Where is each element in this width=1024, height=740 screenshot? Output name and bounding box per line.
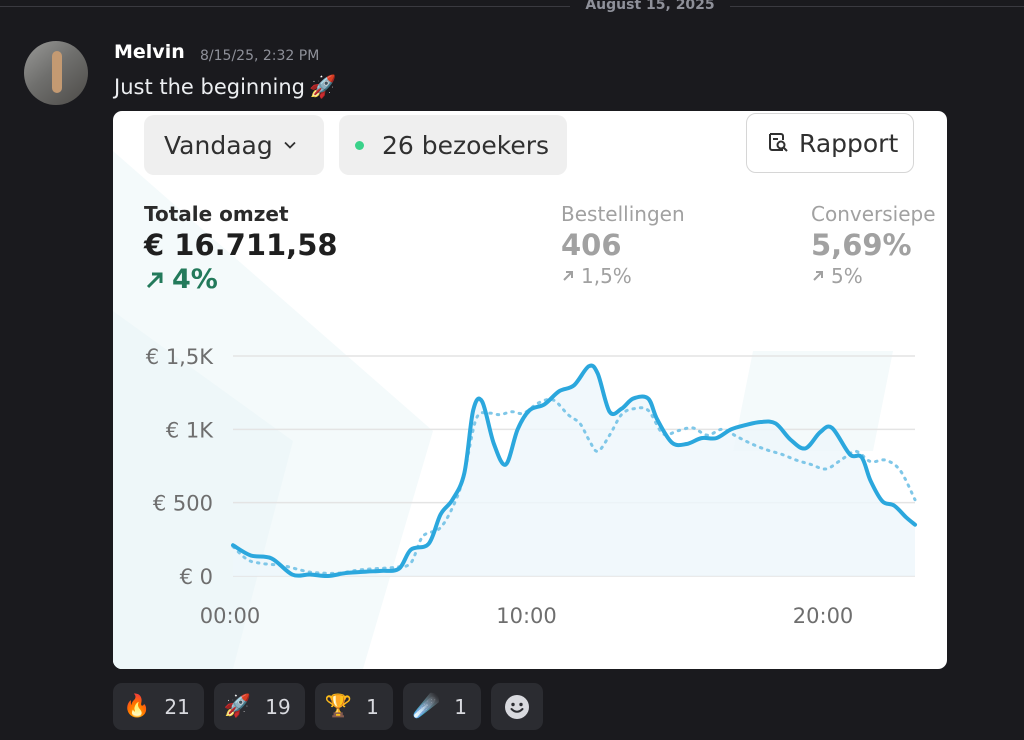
report-button-label: Rapport: [799, 128, 899, 158]
metric-change-value: 5%: [831, 264, 863, 288]
reaction-fire[interactable]: 🔥 21: [113, 683, 204, 730]
live-dot-icon: [355, 140, 364, 150]
attachment-image[interactable]: Vandaag 26 bezoekers Rapport Totale omze…: [113, 111, 947, 669]
smiley-add-reaction-icon: [505, 694, 529, 719]
rocket-icon: 🚀: [223, 694, 252, 719]
reaction-count: 21: [164, 694, 190, 719]
y-tick-label: € 1,5K: [146, 345, 214, 369]
add-reaction-button[interactable]: [491, 683, 543, 730]
series-line-today: [231, 363, 917, 579]
reaction-trophy[interactable]: 🏆 1: [314, 683, 393, 730]
metric-change-value: 1,5%: [581, 264, 632, 288]
date-range-dropdown[interactable]: Vandaag: [144, 115, 324, 175]
comet-icon: ☄️: [412, 694, 441, 719]
x-tick-label: 10:00: [496, 604, 557, 628]
revenue-chart: € 0 € 500 € 1K € 1,5K 00:00 10:00 20:00: [146, 345, 917, 628]
metric-value: 406: [561, 228, 622, 262]
metric-change: 5%: [811, 264, 936, 288]
report-search-icon: [769, 133, 788, 152]
arrow-up-right-icon: [813, 271, 823, 281]
y-tick-label: € 500: [153, 492, 213, 516]
metric-label: Conversiepe: [811, 202, 936, 226]
avatar-figure: [52, 51, 62, 93]
date-divider-line: [0, 6, 1024, 7]
visitors-badge: 26 bezoekers: [339, 115, 567, 175]
rocket-icon: 🚀: [309, 75, 337, 100]
metric-value: € 16.711,58: [144, 228, 338, 262]
arrow-up-right-icon: [146, 272, 163, 288]
reactions-bar: 🔥 21 🚀 19 🏆 1 ☄️ 1: [113, 683, 553, 730]
report-button[interactable]: Rapport: [746, 113, 914, 173]
fire-icon: 🔥: [123, 694, 151, 719]
message-text: Just the beginning 🚀: [114, 75, 336, 100]
arrow-up-right-icon: [563, 271, 573, 281]
avatar[interactable]: [24, 41, 88, 105]
series-area: [233, 365, 915, 577]
date-divider-label: August 15, 2025: [570, 0, 730, 13]
reaction-comet[interactable]: ☄️ 1: [402, 683, 481, 730]
message-author[interactable]: Melvin: [114, 41, 185, 63]
metric-orders: Bestellingen 406 1,5%: [561, 202, 685, 288]
metric-change-value: 4%: [172, 264, 218, 295]
date-range-label: Vandaag: [164, 130, 273, 160]
visitors-count: 26 bezoekers: [382, 130, 550, 160]
reaction-count: 1: [366, 694, 379, 719]
x-tick-label: 20:00: [793, 604, 854, 628]
y-tick-label: € 1K: [166, 418, 214, 442]
background-pattern: [113, 151, 893, 669]
message-body: Just the beginning: [114, 75, 305, 99]
metric-conversion: Conversiepe 5,69% 5%: [811, 202, 936, 288]
metric-label: Totale omzet: [144, 202, 289, 226]
metric-change: 4%: [144, 264, 338, 295]
trophy-icon: 🏆: [324, 694, 353, 719]
metric-change: 1,5%: [561, 264, 685, 288]
reaction-count: 1: [454, 694, 467, 719]
metric-label: Bestellingen: [561, 202, 685, 226]
reaction-count: 19: [265, 694, 291, 719]
metric-total-revenue: Totale omzet € 16.711,58 4%: [144, 202, 338, 295]
series-line-previous: [231, 397, 917, 575]
metric-value: 5,69%: [811, 228, 912, 262]
reaction-rocket[interactable]: 🚀 19: [213, 683, 305, 730]
y-tick-label: € 0: [180, 565, 213, 589]
chevron-down-icon: [284, 141, 296, 149]
x-tick-label: 00:00: [200, 604, 261, 628]
message-timestamp: 8/15/25, 2:32 PM: [200, 48, 320, 64]
